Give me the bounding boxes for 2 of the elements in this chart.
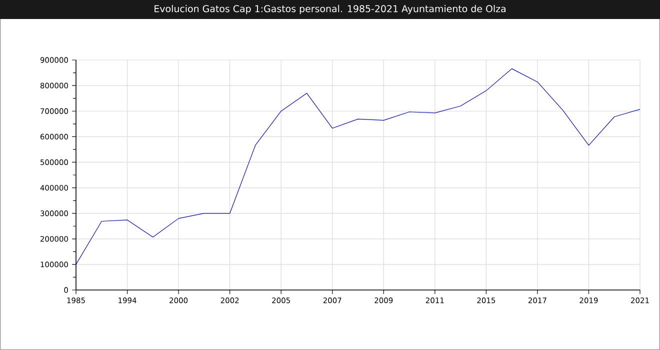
chart-title: Evolucion Gatos Cap 1:Gastos personal. 1985-2021 Ayuntamiento de Olza — [154, 4, 506, 14]
line-series — [76, 68, 640, 265]
